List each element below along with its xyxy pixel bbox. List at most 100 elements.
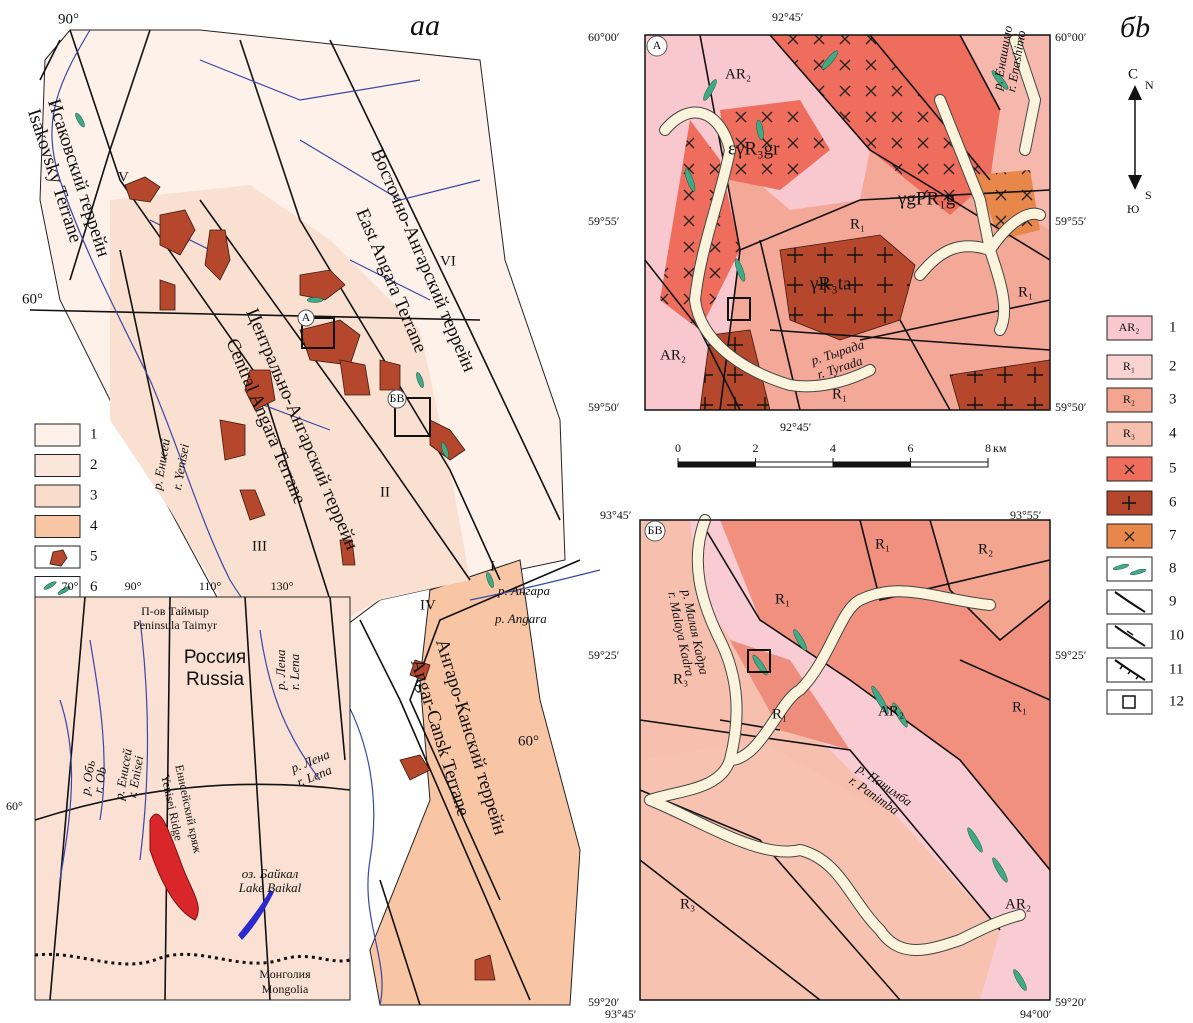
scale-unit: км <box>993 441 1007 455</box>
coord-label: 60°00′ <box>588 30 620 44</box>
ore-lenses <box>752 629 1027 991</box>
unit-label: γgPR₁g <box>897 188 956 209</box>
marker <box>644 520 666 542</box>
legend-symbol <box>1122 695 1136 709</box>
coord-label: 59°55′ <box>588 214 620 228</box>
coord-label: 110° <box>199 579 222 593</box>
legend-label: 4 <box>90 518 98 534</box>
unit-label: R₁ <box>875 536 890 552</box>
legend-label: 1 <box>90 426 98 442</box>
legend-symbol <box>57 586 71 595</box>
unit-label: R₂ <box>978 541 993 557</box>
compass-label: N <box>1145 78 1154 92</box>
inset-map: 70° 90° 110° 130° 60° П-ов Таймыр Penins… <box>6 579 351 1001</box>
place-label: Peninsula Taimyr <box>133 618 217 632</box>
coord-label: 59°20′ <box>1055 995 1087 1009</box>
legend-symbol <box>1114 659 1146 681</box>
coord-label: 59°25′ <box>1055 648 1087 662</box>
marker-label: БВ <box>648 523 663 537</box>
study-area-box <box>394 397 431 437</box>
legend-label: 7 <box>1169 527 1177 543</box>
faults <box>29 29 581 1006</box>
legend-label: 8 <box>1169 560 1177 576</box>
place-label: оз. Байкал <box>242 866 299 881</box>
legend-symbol <box>1124 531 1135 542</box>
legend-symbol <box>1124 464 1135 475</box>
unit-label: εγR₃gr <box>728 138 780 159</box>
legend-label: 2 <box>1169 358 1177 374</box>
legend-symbol: R₃ <box>1123 426 1135 440</box>
coord-label: 93°45′ <box>600 508 632 522</box>
unit-label: R₁ <box>1018 284 1033 300</box>
legend-b: AR₂ 1 R₁ 2 R₂ 3 R₃ 4 5 6 7 8 9 10 11 12 <box>1106 315 1184 715</box>
panel-title: бb <box>1120 11 1150 44</box>
legend-symbol <box>1122 496 1136 510</box>
legend-label: 12 <box>1169 693 1184 709</box>
coord-label: 59°50′ <box>1055 400 1087 414</box>
legend-label: 9 <box>1169 593 1177 609</box>
scale-label: 0 <box>675 441 681 455</box>
coord-label: 59°55′ <box>1055 214 1087 228</box>
legend-symbol: R₂ <box>1123 392 1135 406</box>
unit-label: γR₃ta <box>809 273 852 294</box>
graticule <box>34 596 351 1001</box>
region-number: V <box>118 169 129 185</box>
coord-label: 60° <box>6 799 23 813</box>
legend-swatch <box>1106 421 1153 447</box>
scale-label: 4 <box>830 441 836 455</box>
compass-label: С <box>1128 66 1138 82</box>
river-label: r. Enisei <box>124 754 146 799</box>
compass-label: Ю <box>1127 202 1139 216</box>
legend-swatch <box>34 423 81 447</box>
coord-label: 130° <box>271 579 294 593</box>
legend-label: 4 <box>1169 425 1177 441</box>
unit-label: R₃ <box>673 671 688 687</box>
lake-baikal <box>238 890 274 940</box>
country-label: Россия <box>184 647 246 668</box>
coord-label: 90° <box>58 11 79 27</box>
compass-label: S <box>1145 188 1152 202</box>
unit-label: R₁ <box>772 706 787 722</box>
unit-label: AR₂ <box>725 66 751 82</box>
country-label: Монголия <box>259 967 311 981</box>
coord-label: 60° <box>518 733 539 749</box>
legend-symbol: AR₂ <box>1119 320 1140 334</box>
legend-symbol <box>43 581 57 590</box>
legend-label: 3 <box>90 487 98 503</box>
legend-label: 11 <box>1169 661 1183 677</box>
coord-label: 70° <box>62 579 79 593</box>
legend-swatch <box>1106 689 1153 715</box>
region-number: IV <box>420 597 436 613</box>
map-a: аa 90° 60° V VI II III I IV 60° Исаковск… <box>22 9 601 1006</box>
scale-label: 8 <box>985 441 991 455</box>
river-label: r. Lena <box>287 653 302 690</box>
marker-label: БВ <box>390 391 405 405</box>
coord-label: 94°00′ <box>1020 1007 1052 1021</box>
study-area-box <box>301 317 335 349</box>
legend-swatch <box>1106 354 1153 380</box>
river-label: р. Ангара <box>497 583 550 598</box>
legend-symbol <box>1130 568 1146 576</box>
region-number: III <box>252 538 267 554</box>
legend-swatch <box>34 515 81 538</box>
legend-swatch <box>1106 387 1153 413</box>
region-number: VI <box>440 253 456 269</box>
faults <box>639 519 1051 1001</box>
legend-label: 5 <box>90 548 98 564</box>
river-label: р. Лена <box>273 649 288 691</box>
yenisei-ridge <box>149 813 199 921</box>
map-A: А бb 60°00′ 92°45′ 60°00′ 59°55′ 59°55′ … <box>588 10 1150 434</box>
unit-label: R₁ <box>832 386 847 402</box>
inset-frame <box>34 596 351 1001</box>
rivers <box>660 35 1045 392</box>
coord-label: 92°45′ <box>772 10 804 24</box>
region-number: II <box>380 484 390 500</box>
marker-label: А <box>302 310 311 324</box>
coord-label: 59°50′ <box>588 400 620 414</box>
legend-symbol <box>1119 664 1140 680</box>
inset-rivers <box>59 619 321 881</box>
unit-label: R₃ <box>680 896 695 912</box>
scale-bar: 0 2 4 6 8 км <box>675 441 1007 468</box>
legend-symbol <box>49 549 68 567</box>
